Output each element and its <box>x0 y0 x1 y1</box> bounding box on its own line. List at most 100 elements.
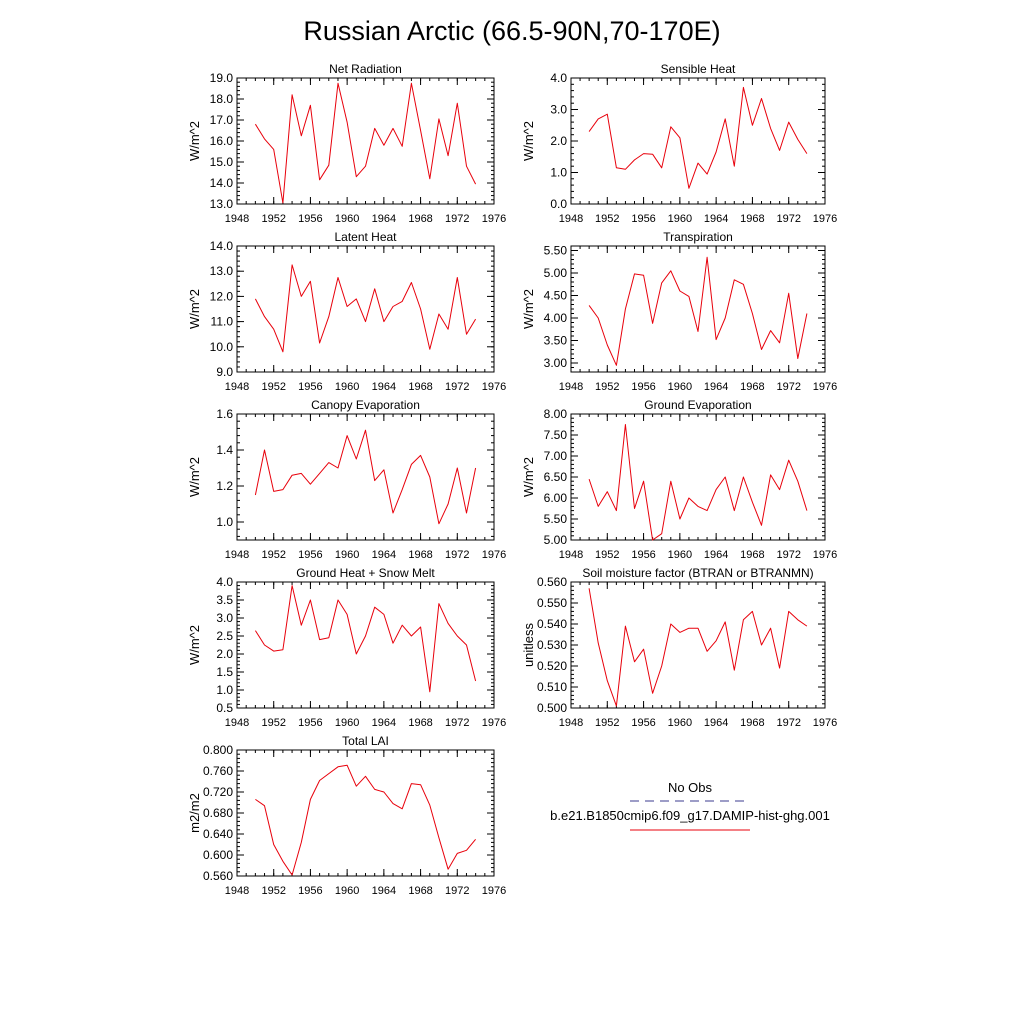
y-tick-label: 15.0 <box>210 155 234 169</box>
y-tick-label: 6.50 <box>544 470 568 484</box>
y-tick-label: 0.0 <box>550 197 567 211</box>
series-line-model <box>255 764 476 876</box>
x-tick-label: 1976 <box>813 213 837 225</box>
x-tick-label: 1948 <box>559 549 583 561</box>
x-tick-label: 1952 <box>595 213 619 225</box>
y-tick-label: 0.540 <box>537 617 567 631</box>
x-tick-label: 1956 <box>631 381 655 393</box>
y-tick-label: 4.0 <box>550 71 567 85</box>
x-tick-label: 1968 <box>740 213 764 225</box>
x-tick-label: 1976 <box>813 381 837 393</box>
series-line-model <box>254 585 477 693</box>
y-tick-label: 3.0 <box>216 611 233 625</box>
legend-obs-label: No Obs <box>668 780 713 795</box>
y-tick-label: 6.00 <box>544 491 568 505</box>
x-tick-label: 1964 <box>372 885 396 897</box>
x-tick-label: 1960 <box>668 549 692 561</box>
y-axis-label: m2/m2 <box>187 793 202 833</box>
y-axis-label: W/m^2 <box>187 457 202 497</box>
y-tick-label: 11.0 <box>211 315 234 329</box>
series-line-model <box>254 82 477 204</box>
y-tick-label: 0.550 <box>537 596 567 610</box>
x-tick-label: 1976 <box>482 717 506 729</box>
y-tick-label: 18.0 <box>210 92 234 106</box>
x-tick-label: 1972 <box>445 381 469 393</box>
x-tick-label: 1976 <box>482 213 506 225</box>
y-tick-label: 0.520 <box>537 659 567 673</box>
panel-title: Transpiration <box>663 230 733 244</box>
y-tick-label: 1.6 <box>216 407 233 421</box>
x-tick-label: 1960 <box>335 213 359 225</box>
x-tick-label: 1968 <box>740 717 764 729</box>
x-tick-label: 1952 <box>261 717 285 729</box>
x-tick-label: 1956 <box>298 885 322 897</box>
x-tick-label: 1948 <box>225 381 249 393</box>
y-tick-label: 0.560 <box>537 575 567 589</box>
y-tick-label: 3.0 <box>550 103 567 117</box>
x-tick-label: 1968 <box>408 885 432 897</box>
y-tick-label: 5.50 <box>544 244 568 258</box>
y-tick-label: 7.00 <box>544 449 568 463</box>
panel-title: Canopy Evaporation <box>311 398 420 412</box>
x-tick-label: 1972 <box>445 213 469 225</box>
x-tick-label: 1968 <box>408 549 432 561</box>
panel-title: Soil moisture factor (BTRAN or BTRANMN) <box>582 566 813 580</box>
x-tick-label: 1964 <box>372 381 396 393</box>
x-tick-label: 1956 <box>631 549 655 561</box>
y-axis-label: unitless <box>521 622 536 667</box>
x-tick-label: 1964 <box>372 549 396 561</box>
x-tick-label: 1960 <box>335 549 359 561</box>
series-line-model <box>254 429 477 525</box>
x-tick-label: 1952 <box>595 717 619 729</box>
y-tick-label: 2.5 <box>216 629 233 643</box>
x-tick-label: 1956 <box>298 381 322 393</box>
x-tick-label: 1964 <box>372 213 396 225</box>
x-tick-label: 1952 <box>595 549 619 561</box>
x-tick-label: 1948 <box>559 717 583 729</box>
x-tick-label: 1972 <box>445 549 469 561</box>
panel-6: 1948 1952 1956 1960 1964 1968 1972 1976 5.00 5.50… <box>521 398 837 561</box>
x-tick-label: 1964 <box>704 213 728 225</box>
y-axis-label: W/m^2 <box>521 289 536 329</box>
x-tick-label: 1952 <box>261 381 285 393</box>
x-tick-label: 1968 <box>740 549 764 561</box>
y-tick-label: 3.00 <box>544 356 568 370</box>
x-tick-label: 1956 <box>298 549 322 561</box>
y-tick-label: 13.0 <box>210 197 234 211</box>
y-tick-label: 0.760 <box>203 764 233 778</box>
y-tick-label: 9.0 <box>216 365 233 379</box>
x-tick-label: 1968 <box>408 213 432 225</box>
y-tick-label: 5.00 <box>544 533 568 547</box>
x-tick-label: 1972 <box>776 549 800 561</box>
y-tick-label: 5.00 <box>544 266 568 280</box>
series-line-model <box>588 588 808 707</box>
x-tick-label: 1964 <box>704 549 728 561</box>
y-tick-label: 4.0 <box>216 575 233 589</box>
y-tick-label: 0.680 <box>203 806 233 820</box>
x-tick-label: 1960 <box>335 381 359 393</box>
plot-frame <box>570 77 826 205</box>
y-tick-label: 17.0 <box>210 113 234 127</box>
y-tick-label: 10.0 <box>210 340 234 354</box>
y-tick-label: 1.4 <box>216 443 233 457</box>
legend-model-label: b.e21.B1850cmip6.f09_g17.DAMIP-hist-ghg.… <box>550 808 830 823</box>
y-tick-label: 4.50 <box>544 289 568 303</box>
y-tick-label: 0.800 <box>203 743 233 757</box>
x-tick-label: 1976 <box>482 381 506 393</box>
x-tick-label: 1948 <box>225 885 249 897</box>
y-tick-label: 16.0 <box>210 134 234 148</box>
panel-9: 1948 1952 1956 1960 1964 1968 1972 1976 0.560 0.6… <box>187 734 506 897</box>
x-tick-label: 1976 <box>813 549 837 561</box>
y-tick-label: 2.0 <box>550 134 567 148</box>
panel-title: Sensible Heat <box>661 62 736 76</box>
y-tick-label: 14.0 <box>210 239 234 253</box>
y-tick-label: 1.5 <box>216 665 233 679</box>
panel-4: 1948 1952 1956 1960 1964 1968 1972 1976 3.00 3.50… <box>521 230 837 393</box>
x-tick-label: 1976 <box>813 717 837 729</box>
series-line-model <box>254 264 477 353</box>
x-tick-label: 1968 <box>408 381 432 393</box>
plot-frame <box>570 413 826 541</box>
x-tick-label: 1952 <box>595 381 619 393</box>
x-tick-label: 1976 <box>482 885 506 897</box>
